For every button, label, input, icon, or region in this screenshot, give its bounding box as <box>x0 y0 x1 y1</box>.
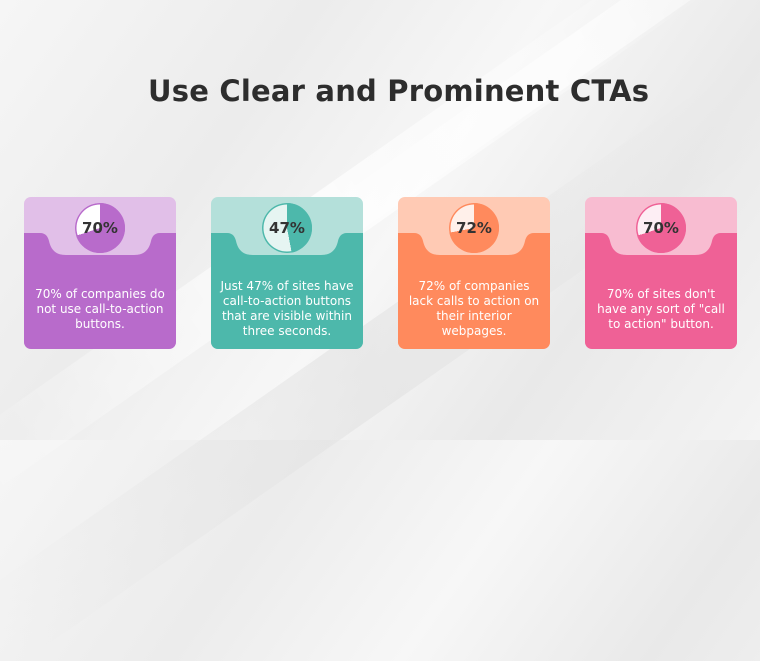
percentage-label: 47% <box>269 219 305 237</box>
page-title: Use Clear and Prominent CTAs <box>148 74 650 108</box>
stat-description: 70% of sites don't have any sort of "cal… <box>597 286 725 331</box>
stat-card-interior-pages: 72% 72% of companies lack calls to actio… <box>398 197 550 349</box>
percentage-label: 70% <box>82 219 118 237</box>
percentage-label: 72% <box>456 219 492 237</box>
percentage-pie-chart <box>636 203 686 253</box>
percentage-pie-chart <box>75 203 125 253</box>
stat-card-sites-no-cta: 70% 70% of sites don't have any sort of … <box>585 197 737 349</box>
percentage-label: 70% <box>643 219 679 237</box>
stat-description: 72% of companies lack calls to action on… <box>408 279 540 338</box>
percentage-pie-chart <box>449 203 499 253</box>
background-streak <box>0 79 760 661</box>
percentage-pie-chart <box>262 203 312 253</box>
stat-card-cta-visible: 47% Just 47% of sites have call-to-actio… <box>211 197 363 349</box>
stat-description: 70% of companies do not use call-to-acti… <box>35 286 165 331</box>
stat-card-companies-no-cta: 70% 70% of companies do not use call-to-… <box>24 197 176 349</box>
stat-description: Just 47% of sites have call-to-action bu… <box>220 279 354 338</box>
